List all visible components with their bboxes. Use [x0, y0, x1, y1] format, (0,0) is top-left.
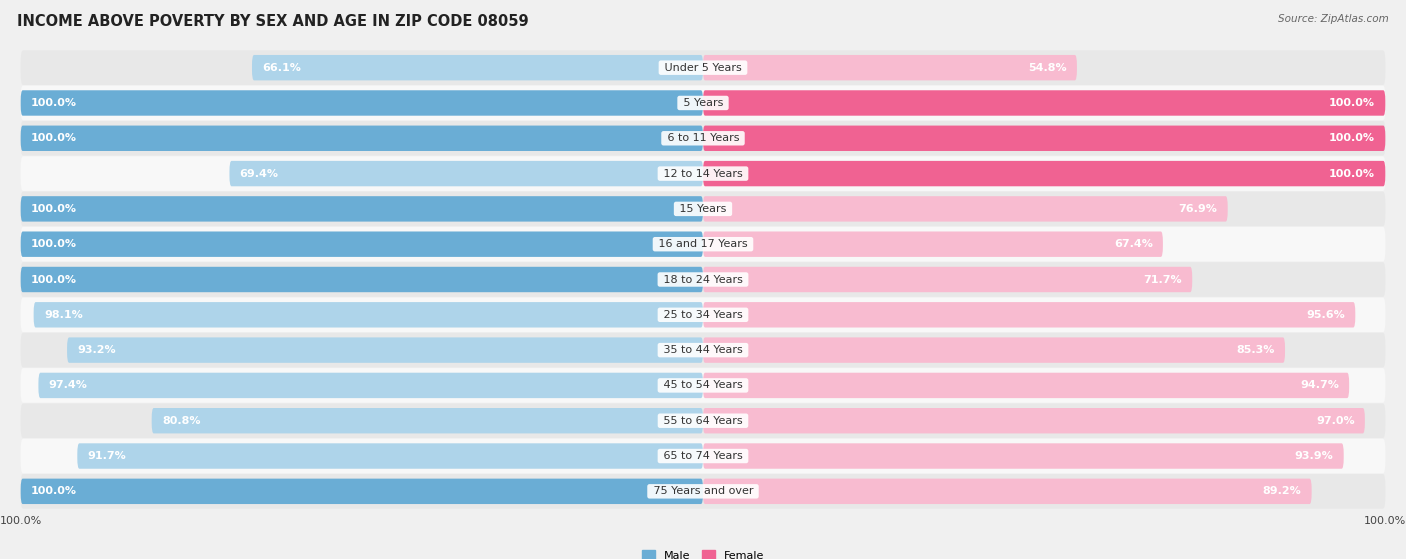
FancyBboxPatch shape: [703, 126, 1385, 151]
Text: 93.2%: 93.2%: [77, 345, 115, 355]
Text: 67.4%: 67.4%: [1114, 239, 1153, 249]
FancyBboxPatch shape: [21, 231, 703, 257]
FancyBboxPatch shape: [21, 192, 1385, 226]
Text: 100.0%: 100.0%: [31, 204, 77, 214]
FancyBboxPatch shape: [21, 474, 1385, 509]
FancyBboxPatch shape: [703, 90, 1385, 116]
Text: 76.9%: 76.9%: [1178, 204, 1218, 214]
Text: 66.1%: 66.1%: [263, 63, 301, 73]
FancyBboxPatch shape: [21, 439, 1385, 473]
FancyBboxPatch shape: [703, 443, 1344, 469]
FancyBboxPatch shape: [77, 443, 703, 469]
Text: 35 to 44 Years: 35 to 44 Years: [659, 345, 747, 355]
Text: 100.0%: 100.0%: [0, 516, 42, 526]
FancyBboxPatch shape: [38, 373, 703, 398]
Legend: Male, Female: Male, Female: [637, 546, 769, 559]
FancyBboxPatch shape: [34, 302, 703, 328]
FancyBboxPatch shape: [703, 267, 1192, 292]
FancyBboxPatch shape: [21, 196, 703, 221]
Text: Source: ZipAtlas.com: Source: ZipAtlas.com: [1278, 14, 1389, 24]
Text: 85.3%: 85.3%: [1236, 345, 1275, 355]
Text: 100.0%: 100.0%: [31, 486, 77, 496]
FancyBboxPatch shape: [21, 157, 1385, 191]
Text: 55 to 64 Years: 55 to 64 Years: [659, 416, 747, 426]
Text: 75 Years and over: 75 Years and over: [650, 486, 756, 496]
Text: 65 to 74 Years: 65 to 74 Years: [659, 451, 747, 461]
Text: 94.7%: 94.7%: [1301, 381, 1339, 390]
Text: 91.7%: 91.7%: [87, 451, 127, 461]
FancyBboxPatch shape: [152, 408, 703, 433]
FancyBboxPatch shape: [703, 408, 1365, 433]
Text: 89.2%: 89.2%: [1263, 486, 1302, 496]
Text: 97.0%: 97.0%: [1316, 416, 1354, 426]
Text: 5 Years: 5 Years: [679, 98, 727, 108]
Text: 25 to 34 Years: 25 to 34 Years: [659, 310, 747, 320]
FancyBboxPatch shape: [21, 126, 703, 151]
Text: Under 5 Years: Under 5 Years: [661, 63, 745, 73]
FancyBboxPatch shape: [703, 373, 1350, 398]
FancyBboxPatch shape: [21, 267, 703, 292]
FancyBboxPatch shape: [703, 161, 1385, 186]
FancyBboxPatch shape: [21, 50, 1385, 85]
Text: 93.9%: 93.9%: [1295, 451, 1333, 461]
Text: 15 Years: 15 Years: [676, 204, 730, 214]
FancyBboxPatch shape: [21, 121, 1385, 155]
Text: 45 to 54 Years: 45 to 54 Years: [659, 381, 747, 390]
Text: 100.0%: 100.0%: [1364, 516, 1406, 526]
Text: 18 to 24 Years: 18 to 24 Years: [659, 274, 747, 285]
Text: 100.0%: 100.0%: [1329, 133, 1375, 143]
Text: INCOME ABOVE POVERTY BY SEX AND AGE IN ZIP CODE 08059: INCOME ABOVE POVERTY BY SEX AND AGE IN Z…: [17, 14, 529, 29]
FancyBboxPatch shape: [703, 479, 1312, 504]
Text: 100.0%: 100.0%: [31, 133, 77, 143]
Text: 100.0%: 100.0%: [1329, 98, 1375, 108]
FancyBboxPatch shape: [252, 55, 703, 80]
FancyBboxPatch shape: [21, 227, 1385, 262]
FancyBboxPatch shape: [703, 55, 1077, 80]
FancyBboxPatch shape: [703, 231, 1163, 257]
Text: 97.4%: 97.4%: [49, 381, 87, 390]
FancyBboxPatch shape: [703, 338, 1285, 363]
Text: 12 to 14 Years: 12 to 14 Years: [659, 169, 747, 178]
FancyBboxPatch shape: [703, 302, 1355, 328]
Text: 80.8%: 80.8%: [162, 416, 201, 426]
Text: 100.0%: 100.0%: [31, 274, 77, 285]
Text: 95.6%: 95.6%: [1306, 310, 1346, 320]
FancyBboxPatch shape: [21, 297, 1385, 332]
Text: 54.8%: 54.8%: [1028, 63, 1067, 73]
FancyBboxPatch shape: [229, 161, 703, 186]
FancyBboxPatch shape: [703, 196, 1227, 221]
FancyBboxPatch shape: [21, 404, 1385, 438]
FancyBboxPatch shape: [67, 338, 703, 363]
FancyBboxPatch shape: [21, 479, 703, 504]
FancyBboxPatch shape: [21, 90, 703, 116]
Text: 100.0%: 100.0%: [1329, 169, 1375, 178]
Text: 6 to 11 Years: 6 to 11 Years: [664, 133, 742, 143]
FancyBboxPatch shape: [21, 86, 1385, 120]
FancyBboxPatch shape: [21, 262, 1385, 297]
FancyBboxPatch shape: [21, 333, 1385, 367]
Text: 100.0%: 100.0%: [31, 239, 77, 249]
Text: 69.4%: 69.4%: [239, 169, 278, 178]
FancyBboxPatch shape: [21, 368, 1385, 402]
Text: 98.1%: 98.1%: [44, 310, 83, 320]
Text: 100.0%: 100.0%: [31, 98, 77, 108]
Text: 16 and 17 Years: 16 and 17 Years: [655, 239, 751, 249]
Text: 71.7%: 71.7%: [1143, 274, 1182, 285]
